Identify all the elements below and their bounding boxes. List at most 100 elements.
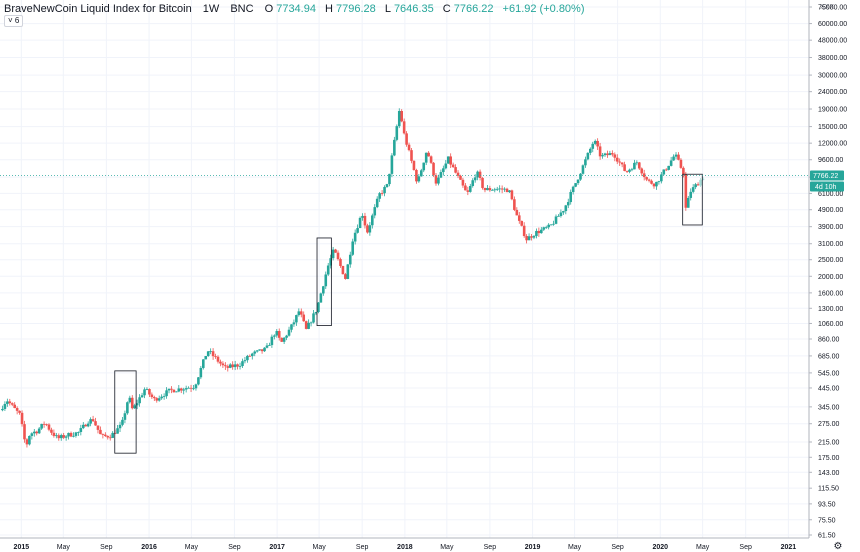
candle-body bbox=[307, 322, 310, 329]
candle-body bbox=[94, 421, 97, 426]
candle-body bbox=[657, 181, 661, 183]
candle-body bbox=[393, 139, 396, 156]
candle-body bbox=[468, 185, 472, 192]
candle-body bbox=[373, 207, 377, 216]
x-tick-label: May bbox=[313, 544, 327, 551]
chevron-down-icon: ˅ bbox=[8, 16, 13, 25]
indicator-toggle-button[interactable]: ˅ 6 bbox=[4, 15, 24, 27]
candle-body bbox=[89, 419, 92, 424]
candle-body bbox=[481, 177, 484, 188]
candle-body bbox=[18, 410, 21, 413]
y-tick-label: 685.00 bbox=[818, 353, 840, 360]
candle-body bbox=[150, 394, 154, 398]
gear-icon[interactable]: ⚙ bbox=[834, 541, 843, 552]
candle-body bbox=[30, 433, 34, 436]
candle-body bbox=[285, 335, 288, 338]
candle-body bbox=[679, 159, 683, 168]
annotation-rectangle-2[interactable] bbox=[316, 237, 332, 326]
high-value: 7796.28 bbox=[335, 3, 376, 15]
annotation-rectangle-3[interactable] bbox=[682, 173, 703, 226]
candle-body bbox=[268, 345, 271, 346]
candle-body bbox=[647, 179, 651, 181]
candle-body bbox=[466, 190, 470, 192]
candle-body bbox=[366, 225, 369, 233]
candle-body bbox=[380, 193, 384, 194]
y-tick-label: 345.00 bbox=[818, 404, 840, 411]
candle-body bbox=[341, 265, 345, 275]
candle-body bbox=[586, 152, 590, 160]
candle-body bbox=[532, 236, 536, 238]
candle-body bbox=[618, 161, 621, 163]
candle-body bbox=[677, 154, 680, 160]
candle-body bbox=[515, 209, 519, 216]
candle-body bbox=[297, 311, 301, 316]
candle-body bbox=[473, 177, 477, 181]
candle-body bbox=[157, 398, 161, 401]
candle-body bbox=[613, 154, 617, 158]
candle-body bbox=[116, 428, 119, 434]
candle-body bbox=[77, 431, 80, 433]
y-tick-label: 143.00 bbox=[818, 470, 840, 477]
last-price-text: 7766.22 bbox=[813, 173, 838, 180]
candle-body bbox=[615, 157, 619, 162]
candle-body bbox=[434, 175, 438, 184]
candle-body bbox=[388, 173, 391, 185]
x-tick-label: 2015 bbox=[14, 544, 30, 551]
candle-body bbox=[45, 424, 48, 426]
candle-body bbox=[645, 177, 648, 180]
candle-body bbox=[361, 215, 364, 218]
x-tick-label: 2019 bbox=[525, 544, 541, 551]
candle-body bbox=[400, 111, 404, 122]
indicator-count: 6 bbox=[14, 16, 20, 25]
candle-body bbox=[47, 424, 51, 430]
candle-body bbox=[250, 353, 254, 357]
candle-body bbox=[378, 193, 381, 199]
candle-body bbox=[476, 171, 479, 178]
candle-body bbox=[566, 202, 570, 206]
candle-body bbox=[175, 391, 178, 393]
candle-body bbox=[422, 162, 426, 171]
y-tick-label: 2000.00 bbox=[818, 274, 843, 281]
interval-label[interactable]: 1W bbox=[202, 3, 220, 15]
candle-body bbox=[554, 216, 558, 224]
candle-body bbox=[334, 249, 337, 253]
candle-body bbox=[162, 396, 166, 397]
candle-body bbox=[201, 359, 205, 368]
candle-body bbox=[226, 366, 230, 368]
candle-body bbox=[228, 364, 232, 368]
candle-body bbox=[106, 436, 110, 438]
candle-body bbox=[118, 424, 122, 429]
time-axis[interactable]: 2015 May Sep 2016 May Sep 2017 May Sep 2018 May Sep… bbox=[0, 537, 809, 551]
candle-body bbox=[13, 404, 16, 409]
price-axis[interactable]: XXX 61.50 75.50 93.50 115.50 143.00 175.00 215.… bbox=[808, 0, 847, 552]
candle-body bbox=[37, 428, 41, 434]
candle-body bbox=[395, 126, 399, 140]
candle-body bbox=[64, 436, 68, 438]
candle-body bbox=[584, 159, 587, 166]
candle-body bbox=[419, 170, 423, 177]
candle-body bbox=[564, 205, 568, 212]
annotation-rectangle-1[interactable] bbox=[114, 370, 137, 454]
candle-body bbox=[569, 191, 573, 203]
candle-body bbox=[309, 322, 313, 324]
candle-body bbox=[241, 361, 244, 367]
legend-header: BraveNewCoin Liquid Index for Bitcoin 1W… bbox=[4, 3, 588, 15]
candle-body bbox=[280, 337, 283, 342]
candle-body bbox=[611, 153, 614, 155]
candle-body bbox=[270, 336, 274, 346]
candle-body bbox=[625, 170, 629, 172]
candle-body bbox=[623, 164, 626, 171]
x-tick-label: 2020 bbox=[652, 544, 668, 551]
x-tick-label: May bbox=[568, 544, 582, 551]
candle-body bbox=[35, 431, 39, 434]
x-tick-label: May bbox=[696, 544, 710, 551]
candle-body bbox=[402, 121, 406, 134]
candle-body bbox=[216, 356, 220, 362]
candle-body bbox=[128, 397, 132, 403]
candle-body bbox=[72, 435, 75, 437]
annotation-boxes[interactable] bbox=[114, 173, 703, 454]
candle-body bbox=[265, 345, 269, 348]
x-tick-label: 2021 bbox=[781, 544, 797, 551]
candle-body bbox=[351, 241, 355, 255]
